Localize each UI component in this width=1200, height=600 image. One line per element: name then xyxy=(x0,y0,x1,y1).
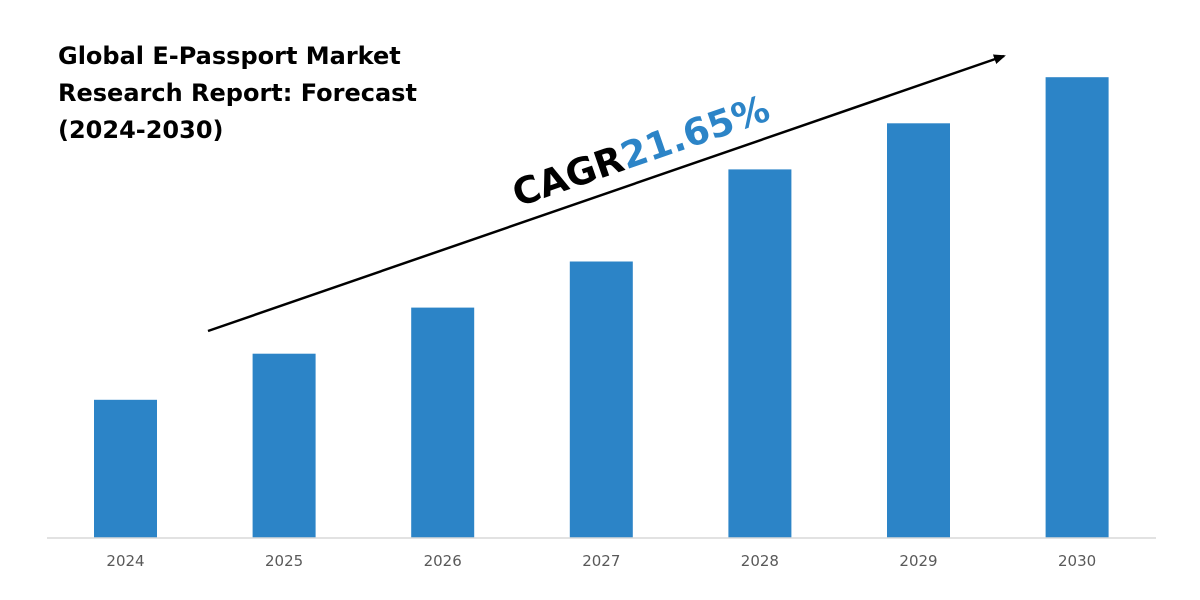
cagr-label: CAGR xyxy=(507,137,629,215)
x-tick-label-2024: 2024 xyxy=(106,552,144,570)
chart-title-line-3: (2024-2030) xyxy=(58,116,224,144)
chart-title-line-1: Global E-Passport Market xyxy=(58,42,401,70)
bar-2027 xyxy=(569,261,633,538)
bar-2030 xyxy=(1045,77,1109,538)
x-tick-label-2028: 2028 xyxy=(741,552,779,570)
bar-2026 xyxy=(411,307,475,538)
bar-2024 xyxy=(94,399,157,538)
x-tick-label-2025: 2025 xyxy=(265,552,303,570)
trend-arrow xyxy=(207,54,1006,333)
x-tick-label-2026: 2026 xyxy=(424,552,462,570)
chart-title-line-2: Research Report: Forecast xyxy=(58,79,417,107)
bar-2028 xyxy=(728,169,792,538)
bars-group xyxy=(94,77,1109,539)
x-tick-label-2027: 2027 xyxy=(582,552,620,570)
x-tick-labels: 2024 2025 2026 2027 2028 2029 2030 xyxy=(106,552,1096,570)
cagr-value: 21.65% xyxy=(615,87,775,178)
bar-2025 xyxy=(252,353,316,538)
x-tick-label-2030: 2030 xyxy=(1058,552,1096,570)
x-tick-label-2029: 2029 xyxy=(899,552,937,570)
chart-title: Global E-Passport Market Research Report… xyxy=(58,38,438,149)
bar-2029 xyxy=(887,123,950,539)
